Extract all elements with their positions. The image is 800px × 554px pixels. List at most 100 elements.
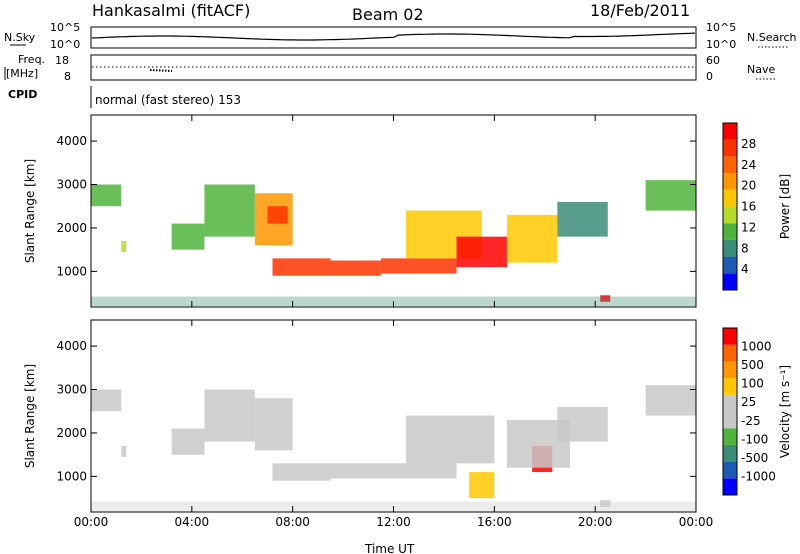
scatter-band (600, 500, 611, 507)
scatter-band (171, 428, 205, 455)
nave-label: Nave (747, 63, 775, 76)
scatter-band (406, 415, 495, 464)
x-tick-label: 00:00 (679, 515, 714, 529)
colorbar-segment (723, 273, 737, 290)
colorbar-segment (723, 344, 737, 362)
scatter-band (380, 258, 457, 274)
y-tick-label: 4000 (56, 339, 87, 353)
nave-tick-bottom: 0 (706, 70, 713, 83)
x-tick-label: 04:00 (175, 515, 210, 529)
x-axis-label: Time UT (364, 542, 415, 554)
colorbar-tick-label: -100 (741, 432, 768, 446)
cpid-label: CPID (8, 88, 37, 101)
scatter-band (600, 295, 611, 302)
scatter-band (469, 472, 495, 499)
y-tick-label: 1000 (56, 469, 87, 483)
scatter-band (557, 201, 608, 237)
colorbar-tick-label: 24 (741, 158, 756, 172)
nsky-trace (91, 32, 696, 41)
nave-tick-top: 60 (706, 54, 720, 67)
scatter-band (330, 463, 457, 479)
freq-tick-bottom: 8 (64, 70, 71, 83)
colorbar-segment (723, 361, 737, 379)
colorbar-tick-label: 16 (741, 200, 756, 214)
y-tick-label: 3000 (56, 178, 87, 192)
scatter-band (171, 223, 205, 250)
date-title: 18/Feb/2011 (590, 1, 690, 20)
colorbar-tick-label: 20 (741, 179, 756, 193)
scatter-band (204, 389, 255, 442)
x-tick-label: 12:00 (376, 515, 411, 529)
colorbar-segment (723, 206, 737, 224)
scatter-band (267, 206, 288, 224)
colorbar-segment (723, 328, 737, 345)
nsky-label: N.Sky (4, 31, 36, 44)
y-tick-label: 2000 (56, 426, 87, 440)
colorbar-tick-label: -25 (741, 414, 761, 428)
colorbar-label: Velocity [m s⁻¹] (778, 365, 792, 458)
nsky-panel (90, 26, 697, 49)
colorbar-label: Power [dB] (778, 174, 792, 239)
freq-label-2: [MHz] (6, 67, 38, 80)
colorbar-tick-label: 4 (741, 262, 749, 276)
y-tick-label: 2000 (56, 221, 87, 235)
colorbar-frame (722, 327, 738, 496)
colorbar-segment (723, 428, 737, 445)
scatter-band (506, 214, 558, 263)
nsky-tick-bottom: 10^0 (50, 38, 80, 51)
colorbar-tick-label: 28 (741, 137, 756, 151)
colorbar-segment (723, 173, 737, 190)
colorbar-segment (723, 139, 737, 157)
colorbar-tick-label: -1000 (741, 469, 776, 483)
scatter-band (91, 389, 122, 412)
y-axis-label: Slant Range [km] (23, 364, 37, 468)
colorbar-segment (723, 478, 737, 495)
velocity-panel: 1000 2000 3000 4000 00:00 04:00 08:00 12:00 16:0… (23, 319, 792, 529)
scatter-band (645, 385, 696, 416)
scatter-band (91, 184, 122, 207)
x-tick-label: 08:00 (275, 515, 310, 529)
colorbar-tick-label: -500 (741, 451, 768, 465)
colorbar-tick-label: 25 (741, 395, 756, 409)
colorbar-frame (722, 122, 738, 291)
scatter-band (272, 258, 331, 276)
y-axis-label: Slant Range [km] (23, 159, 37, 263)
colorbar-segment (723, 256, 737, 274)
x-tick-label: 20:00 (578, 515, 613, 529)
colorbar-tick-label: 12 (741, 220, 756, 234)
colorbar-segment (723, 156, 737, 174)
x-tick-label: 00:00 (74, 515, 109, 529)
scatter-band (121, 240, 127, 252)
x-tick-label: 16:00 (477, 515, 512, 529)
scatter-band (557, 406, 608, 442)
nsearch-tick-top: 10^5 (706, 21, 736, 34)
colorbar-segment (723, 378, 737, 395)
freq-tick-top: 18 (55, 54, 69, 67)
freq-trace (149, 69, 173, 72)
nsky-tick-top: 10^5 (50, 21, 80, 34)
scatter-band (645, 180, 696, 211)
colorbar-tick-label: 1000 (741, 340, 772, 354)
colorbar-tick-label: 500 (741, 358, 764, 372)
freq-panel (90, 54, 697, 81)
colorbar-segment (723, 461, 737, 479)
y-tick-label: 4000 (56, 134, 87, 148)
colorbar-segment (723, 444, 737, 462)
y-tick-label: 3000 (56, 383, 87, 397)
nsearch-tick-bottom: 10^0 (706, 38, 736, 51)
scatter-band (121, 445, 127, 457)
colorbar-segment (723, 239, 737, 257)
scatter-band (272, 463, 331, 481)
colorbar-segment (723, 223, 737, 240)
scatter-band (254, 398, 293, 451)
station-title: Hankasalmi (fitACF) (92, 1, 250, 20)
scatter-band (456, 236, 507, 268)
freq-label-1: Freq. (18, 53, 45, 66)
nsearch-label: N.Search (747, 31, 797, 44)
beam-title: Beam 02 (352, 5, 424, 24)
colorbar-segment (723, 411, 737, 429)
cpid-text: normal (fast stereo) 153 (95, 93, 241, 107)
scatter-band (330, 260, 381, 276)
colorbar-segment (723, 394, 737, 412)
